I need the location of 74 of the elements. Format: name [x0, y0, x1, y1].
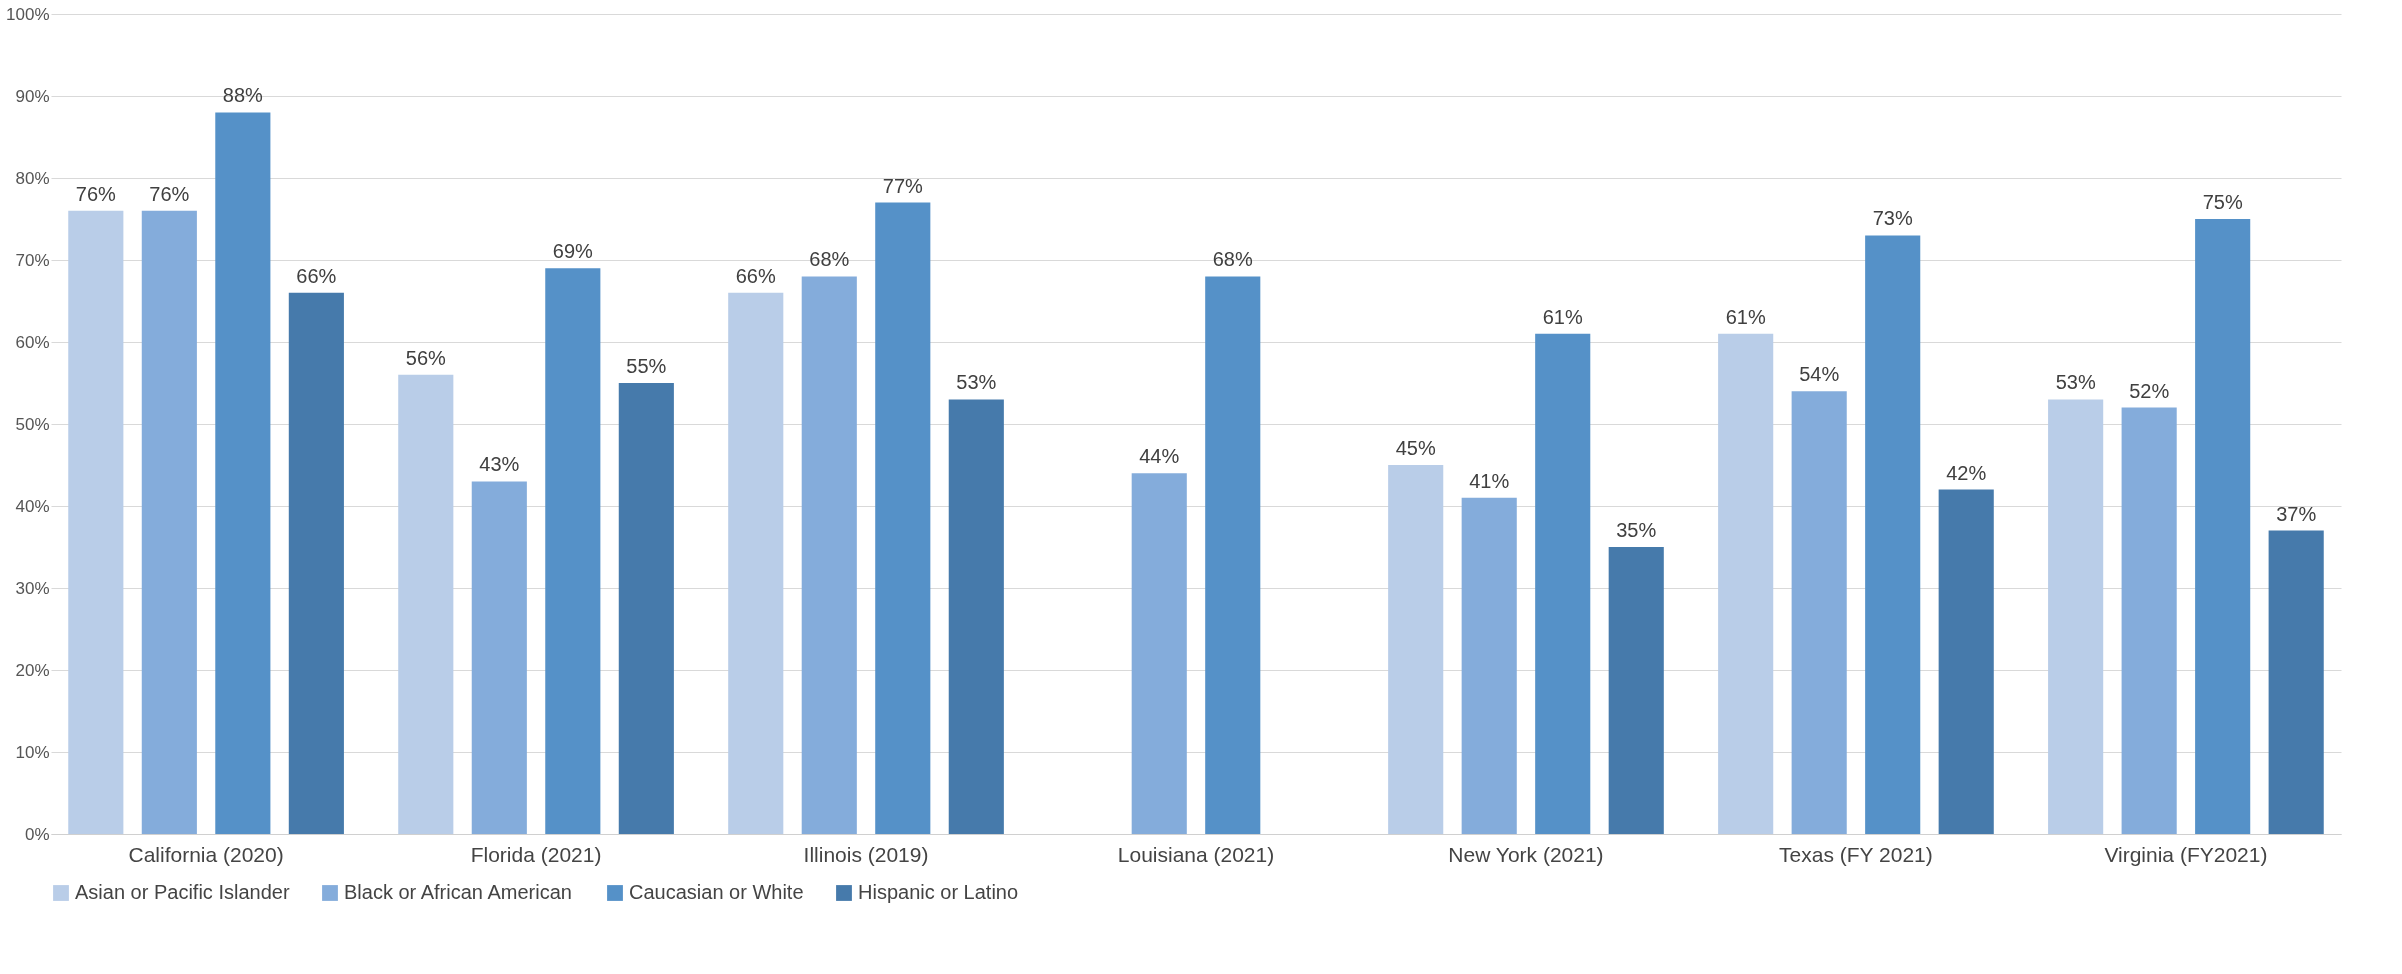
bar: [618, 383, 674, 834]
x-tick-label: Texas (FY 2021): [1779, 842, 1933, 866]
bar: [471, 481, 527, 834]
bar: [1608, 547, 1664, 834]
data-label: 75%: [2202, 191, 2243, 213]
data-label: 54%: [1799, 363, 1840, 386]
bar: [2121, 407, 2177, 834]
y-tick-label: 10%: [15, 742, 50, 762]
y-tick-label: 100%: [6, 4, 50, 24]
y-tick-label: 90%: [15, 86, 50, 106]
bar: [68, 210, 124, 834]
x-tick-label: Louisiana (2021): [1117, 842, 1275, 866]
data-label: 37%: [2276, 502, 2317, 525]
y-tick-label: 50%: [15, 414, 50, 434]
bar: [1718, 333, 1774, 834]
data-label: 56%: [405, 346, 447, 369]
bar: [141, 210, 197, 834]
bar: [2048, 399, 2104, 834]
data-label: 68%: [1212, 248, 1253, 271]
legend-label: Caucasian or White: [629, 881, 804, 903]
data-label: 41%: [1469, 469, 1510, 492]
legend-label: Hispanic or Latino: [858, 881, 1019, 903]
bar: [215, 112, 271, 834]
data-label: 42%: [1946, 461, 1987, 484]
legend-label: Asian or Pacific Islander: [75, 881, 290, 903]
bar: [2268, 530, 2324, 834]
bar: [1535, 333, 1591, 834]
data-label: 76%: [149, 182, 190, 205]
y-tick-label: 60%: [15, 332, 50, 352]
legend-label: Black or African American: [344, 881, 572, 903]
data-label: 35%: [1616, 519, 1657, 541]
bar: [1388, 465, 1444, 834]
bar: [1791, 391, 1847, 834]
y-tick-label: 40%: [15, 496, 50, 516]
y-tick-label: 0%: [24, 824, 50, 844]
bar: [1461, 497, 1517, 834]
data-label: 45%: [1395, 437, 1436, 459]
x-tick-label: Florida (2021): [470, 842, 602, 866]
data-label: 77%: [882, 174, 924, 197]
bar: [1865, 235, 1921, 834]
x-tick-label: Illinois (2019): [803, 842, 929, 866]
bar: [1938, 489, 1994, 834]
bar: [545, 268, 601, 834]
data-label: 88%: [222, 84, 264, 107]
bar: [288, 292, 344, 834]
y-tick-label: 30%: [15, 578, 50, 598]
y-tick-label: 20%: [15, 660, 50, 680]
data-label: 68%: [809, 248, 850, 271]
bar: [875, 202, 931, 834]
data-label: 61%: [1725, 305, 1766, 328]
x-tick-label: Virginia (FY2021): [2104, 842, 2268, 866]
data-label: 61%: [1542, 305, 1583, 328]
data-label: 76%: [75, 182, 117, 205]
data-label: 44%: [1139, 445, 1180, 468]
data-label: 66%: [735, 264, 776, 287]
bar: [398, 374, 454, 834]
x-tick-label: California (2020): [128, 842, 284, 866]
bar: [948, 399, 1004, 834]
y-tick-label: 70%: [15, 250, 50, 270]
data-label: 53%: [956, 371, 997, 394]
data-label: 53%: [2055, 371, 2096, 394]
data-label: 52%: [2129, 379, 2170, 402]
bar: [2195, 219, 2251, 834]
data-label: 66%: [296, 264, 337, 287]
x-tick-label: New York (2021): [1448, 842, 1604, 866]
bar: [728, 292, 784, 834]
bar: [1205, 276, 1261, 834]
bar: [801, 276, 857, 834]
bar: [1131, 473, 1187, 834]
data-label: 73%: [1872, 207, 1913, 230]
data-label: 43%: [479, 453, 520, 476]
y-tick-label: 80%: [15, 168, 50, 188]
data-label: 69%: [552, 240, 594, 263]
data-label: 55%: [626, 355, 667, 377]
